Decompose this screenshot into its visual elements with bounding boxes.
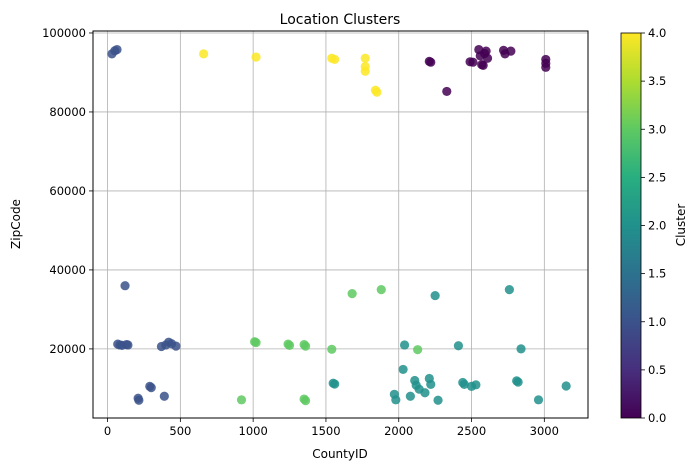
colorbar-tick-label: 0.5 [648, 363, 666, 377]
data-point [481, 46, 491, 56]
colorbar-tick-label: 3.0 [648, 122, 666, 136]
data-point [442, 86, 452, 97]
data-point [159, 391, 169, 401]
data-point [251, 337, 261, 348]
x-tick-label: 2500 [457, 424, 486, 438]
y-tick-label: 100000 [42, 26, 86, 40]
data-point [453, 341, 464, 351]
data-point [330, 379, 340, 389]
chart-title: Location Clusters [280, 12, 401, 28]
data-point [561, 381, 571, 391]
data-points [107, 44, 571, 406]
y-tick-label: 40000 [49, 263, 86, 277]
x-tick-label: 3000 [530, 424, 559, 438]
y-tick-label: 60000 [49, 184, 86, 198]
data-point [391, 395, 401, 405]
data-point [459, 379, 469, 390]
colorbar-ticks: 0.0 0.5 1.0 1.5 2.0 2.5 3.0 3.5 4.0 [641, 26, 666, 425]
data-point [251, 52, 261, 62]
data-point [433, 395, 443, 405]
data-point [420, 388, 430, 398]
data-point [330, 54, 340, 65]
data-point [347, 289, 357, 299]
data-point [171, 341, 181, 351]
data-point [399, 340, 410, 350]
x-tick-label: 500 [169, 424, 191, 438]
data-point [327, 344, 337, 354]
data-point [426, 379, 436, 390]
y-tick-label: 20000 [49, 342, 86, 356]
data-point [300, 396, 311, 406]
data-point [513, 377, 523, 387]
colorbar-tick-label: 1.5 [648, 267, 666, 281]
colorbar-tick-label: 0.0 [648, 411, 666, 425]
data-point [376, 285, 386, 295]
colorbar-tick-label: 4.0 [648, 26, 666, 40]
y-axis-ticks: 20000 40000 60000 80000 100000 [42, 26, 93, 356]
data-point [516, 344, 526, 354]
data-point [360, 66, 370, 76]
colorbar-tick-label: 2.5 [648, 170, 666, 184]
colorbar-tick-label: 3.5 [648, 74, 666, 88]
colorbar [620, 32, 642, 419]
data-point [504, 285, 514, 295]
data-point [134, 395, 144, 405]
x-tick-label: 2000 [384, 424, 413, 438]
data-point [372, 87, 382, 97]
data-point [236, 395, 247, 405]
y-axis-label: ZipCode [9, 199, 23, 249]
x-tick-label: 1000 [239, 424, 268, 438]
data-point [478, 60, 488, 70]
data-point [146, 382, 156, 393]
x-tick-label: 0 [104, 424, 111, 438]
data-point [300, 341, 311, 351]
colorbar-label: Cluster [674, 204, 688, 247]
data-point [468, 57, 478, 67]
data-point [533, 395, 544, 405]
y-tick-label: 80000 [49, 105, 86, 119]
data-point [398, 364, 408, 375]
grid [93, 31, 588, 418]
data-point [482, 53, 493, 63]
data-point [430, 290, 440, 301]
data-point [426, 57, 436, 67]
x-axis-ticks: 0 500 1000 1500 2000 2500 3000 [104, 418, 559, 438]
colorbar-tick-label: 2.0 [648, 219, 666, 233]
data-point [112, 44, 122, 55]
data-point [284, 340, 295, 350]
data-point [199, 49, 209, 59]
data-point [123, 340, 133, 350]
x-tick-label: 1500 [311, 424, 340, 438]
data-point [471, 380, 481, 390]
colorbar-tick-label: 1.0 [648, 315, 666, 329]
data-point [405, 391, 415, 401]
plot-frame [92, 30, 589, 419]
data-point [413, 345, 423, 355]
data-point [506, 46, 516, 56]
x-axis-label: CountyID [312, 447, 368, 461]
data-point [120, 281, 130, 291]
data-point [541, 62, 551, 72]
data-point [360, 53, 370, 63]
